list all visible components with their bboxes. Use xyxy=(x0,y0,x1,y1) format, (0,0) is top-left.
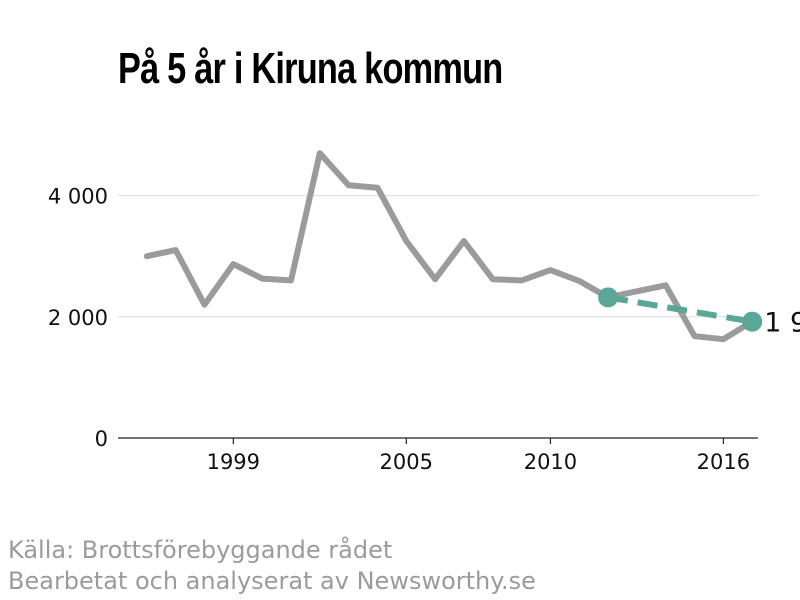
source-note: Källa: Brottsförebyggande rådet Bearbeta… xyxy=(8,535,536,597)
x-tick-label-2005: 2005 xyxy=(380,450,433,474)
change-dashed-line xyxy=(607,294,753,325)
series xyxy=(143,150,763,343)
change-end-point xyxy=(742,311,763,332)
history-line xyxy=(143,150,756,343)
y-tick-label-4000: 4 000 xyxy=(48,185,108,209)
chart-title: På 5 år i Kiruna kommun xyxy=(118,44,503,93)
y-tick-label-0: 0 xyxy=(95,427,108,451)
x-tick-label-2016: 2016 xyxy=(697,450,750,474)
change-start-point xyxy=(598,287,619,308)
end-value-label: 1 92 xyxy=(764,308,800,339)
grid-lines xyxy=(118,195,758,318)
x-tick-label-2010: 2010 xyxy=(524,450,577,474)
source-line-1: Källa: Brottsförebyggande rådet xyxy=(8,536,393,564)
labels: 0 2 000 4 000 1999 2005 2010 2016 1 92 xyxy=(48,185,800,474)
x-tick-label-1999: 1999 xyxy=(207,450,260,474)
y-tick-label-2000: 2 000 xyxy=(48,306,108,330)
source-line-2: Bearbetat och analyserat av Newsworthy.s… xyxy=(8,567,536,595)
axes xyxy=(118,437,758,444)
